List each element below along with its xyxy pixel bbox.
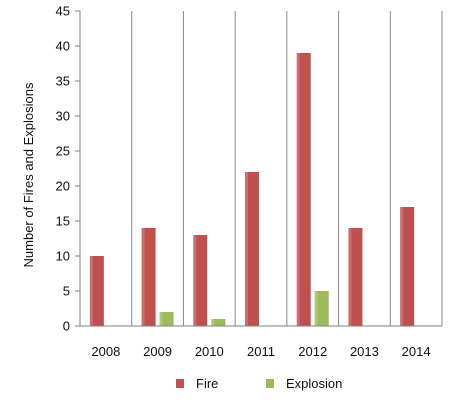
y-tick-labels: 0 5 10 15 20 25 30 35 40 45 — [56, 4, 80, 334]
y-tick-label: 40 — [56, 39, 70, 54]
bar-fire-2013 — [348, 228, 363, 326]
bar-explosion-2012 — [314, 291, 329, 326]
x-tick-label: 2012 — [298, 344, 327, 359]
bars — [89, 53, 415, 326]
bar-highlight — [141, 228, 145, 326]
x-tick-label: 2011 — [247, 344, 275, 359]
y-tick-label: 5 — [63, 284, 70, 299]
bar-explosion-2010 — [211, 319, 226, 326]
x-tick-labels: 2008 2009 2010 2011 2012 2013 2014 — [91, 344, 430, 359]
axes — [79, 11, 442, 327]
bar-fire-2012 — [296, 53, 311, 326]
x-tick-label: 2008 — [91, 344, 120, 359]
bar-highlight — [159, 312, 163, 326]
y-axis-label: Number of Fires and Explosions — [21, 82, 36, 267]
bar-fire-2014 — [400, 207, 415, 326]
bar-highlight — [296, 53, 300, 326]
bar-highlight — [348, 228, 352, 326]
bar-highlight — [400, 207, 404, 326]
legend-label-fire: Fire — [196, 376, 218, 391]
y-tick-label: 45 — [56, 4, 70, 19]
y-tick-label: 15 — [56, 214, 70, 229]
legend: Fire Explosion — [176, 376, 342, 391]
bar-fire-2009 — [141, 228, 156, 326]
bar-highlight — [89, 256, 93, 326]
y-tick-label: 30 — [56, 109, 70, 124]
x-tick-label: 2010 — [195, 344, 224, 359]
bar-fire-2008 — [89, 256, 104, 326]
bar-highlight — [193, 235, 197, 326]
bar-fire-2010 — [193, 235, 208, 326]
legend-swatch-explosion — [266, 379, 274, 388]
y-tick-label: 0 — [63, 319, 70, 334]
y-tick-label: 10 — [56, 249, 70, 264]
bar-highlight — [245, 172, 248, 326]
gridlines — [131, 11, 443, 326]
x-tick-label: 2014 — [402, 344, 431, 359]
y-tick-label: 20 — [56, 179, 70, 194]
x-tick-label: 2009 — [143, 344, 172, 359]
legend-swatch-fire — [176, 379, 184, 388]
legend-label-explosion: Explosion — [286, 376, 342, 391]
bar-explosion-2009 — [159, 312, 174, 326]
bar-fire-2011 — [245, 172, 259, 326]
y-tick-label: 25 — [56, 144, 70, 159]
y-tick-label: 35 — [56, 74, 70, 89]
bar-highlight — [314, 291, 318, 326]
bar-highlight — [211, 319, 215, 326]
x-tick-label: 2013 — [350, 344, 379, 359]
